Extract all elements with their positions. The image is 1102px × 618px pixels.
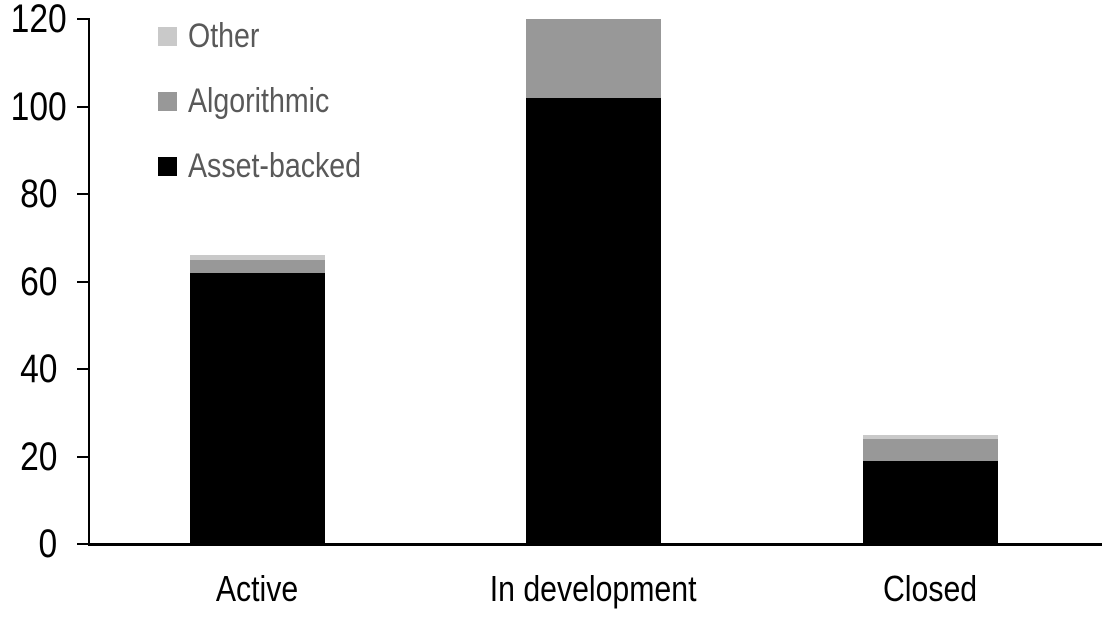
legend-swatch-icon bbox=[158, 26, 177, 46]
y-tick-label-0: 0 bbox=[38, 522, 57, 566]
legend-label: Asset-backed bbox=[188, 147, 362, 185]
segment-other-closed bbox=[863, 434, 998, 439]
segment-asset-backed-closed bbox=[863, 460, 998, 544]
segment-algorithmic-active bbox=[190, 259, 325, 273]
y-tick-label-60: 60 bbox=[19, 259, 57, 304]
x-axis-label-active: Active bbox=[216, 568, 299, 609]
x-axis-label-closed: Closed bbox=[883, 568, 978, 609]
y-tick-mark-0 bbox=[77, 543, 89, 545]
legend-swatch-icon bbox=[158, 91, 177, 111]
y-tick-mark-80 bbox=[77, 193, 89, 195]
legend-label: Other bbox=[188, 17, 260, 55]
segment-algorithmic-in-development bbox=[526, 19, 661, 98]
bar-active bbox=[190, 255, 325, 544]
y-tick-label-20: 20 bbox=[19, 434, 57, 479]
segment-asset-backed-in-development bbox=[526, 97, 661, 544]
y-axis-line bbox=[88, 18, 90, 546]
y-tick-mark-20 bbox=[77, 455, 89, 458]
bar-closed bbox=[863, 434, 998, 544]
y-tick-label-120: 120 bbox=[10, 0, 67, 41]
segment-other-active bbox=[190, 255, 325, 260]
y-tick-mark-40 bbox=[77, 368, 89, 370]
x-axis-label-in-development: In development bbox=[490, 568, 697, 609]
segment-asset-backed-active bbox=[190, 272, 325, 544]
legend-label: Algorithmic bbox=[188, 82, 330, 120]
legend-item-asset-backed: Asset-backed bbox=[158, 147, 394, 185]
y-tick-mark-60 bbox=[77, 280, 89, 283]
y-tick-mark-100 bbox=[77, 105, 89, 108]
y-tick-label-40: 40 bbox=[19, 347, 57, 391]
segment-algorithmic-closed bbox=[863, 439, 998, 461]
y-tick-label-100: 100 bbox=[10, 84, 67, 129]
y-tick-mark-120 bbox=[77, 18, 89, 20]
bar-in-development bbox=[526, 19, 661, 544]
y-tick-label-80: 80 bbox=[19, 172, 57, 216]
x-axis-line bbox=[88, 543, 1102, 546]
legend-item-algorithmic: Algorithmic bbox=[158, 82, 394, 120]
legend-item-other: Other bbox=[158, 17, 394, 55]
legend-swatch-icon bbox=[158, 156, 177, 176]
chart-legend: Other Algorithmic Asset-backed bbox=[158, 17, 394, 185]
